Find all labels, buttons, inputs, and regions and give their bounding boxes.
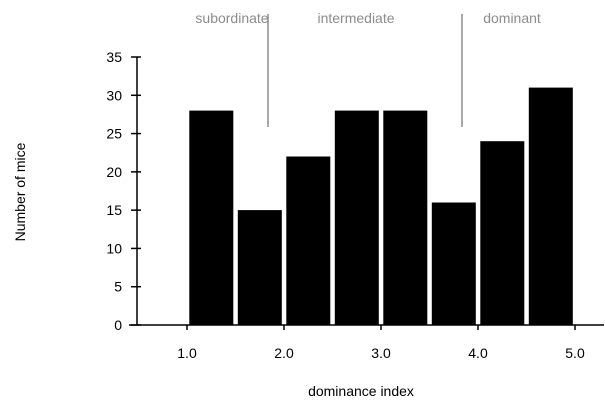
region-label-dominant: dominant [483,10,541,26]
y-tick-label-5: 5 [114,279,122,295]
y-tick-label-15: 15 [106,202,122,218]
x-tick-label-1.0: 1.0 [177,345,197,361]
bar-7 [480,141,525,325]
bar-4 [334,110,379,325]
region-label-subordinate: subordinate [195,10,268,26]
x-tick-label-4.0: 4.0 [468,345,488,361]
region-annotations: subordinate intermediate dominant [195,10,541,127]
bar-6 [431,202,476,325]
axes: 0 5 10 15 20 25 30 35 1.0 2.0 3.0 4.0 5.0 [106,49,604,361]
y-tick-label-25: 25 [106,126,122,142]
x-tick-label-5.0: 5.0 [565,345,585,361]
y-tick-label-10: 10 [106,240,122,256]
y-tick-label-35: 35 [106,49,122,65]
y-tick-label-20: 20 [106,164,122,180]
y-tick-label-30: 30 [106,87,122,103]
x-axis-title: dominance index [308,383,414,399]
region-label-intermediate: intermediate [317,10,394,26]
y-tick-label-0: 0 [114,317,122,333]
bar-2 [237,210,282,325]
x-tick-label-3.0: 3.0 [371,345,391,361]
x-tick-label-2.0: 2.0 [274,345,294,361]
bar-5 [383,110,428,325]
bar-8 [528,87,573,325]
bar-1 [189,110,234,325]
bar-3 [286,156,331,325]
y-axis-title: Number of mice [12,142,28,241]
bars [189,87,573,325]
